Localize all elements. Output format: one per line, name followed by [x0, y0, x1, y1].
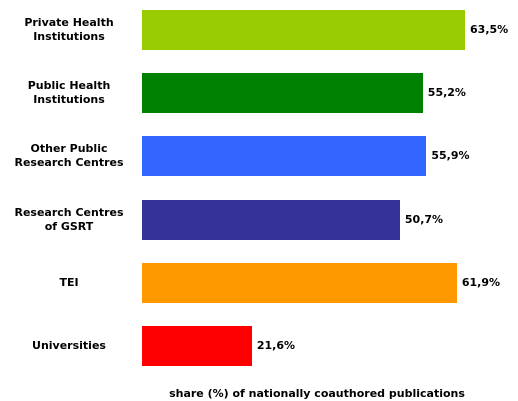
category-label: Public Health Institutions [27, 79, 111, 107]
category-label: TEI [59, 275, 79, 289]
bar [142, 262, 457, 303]
category-label: Private Health Institutions [24, 16, 114, 43]
value-label: 55,2% [427, 86, 466, 100]
value-label: 50,7% [404, 212, 444, 226]
value-label: 63,5% [470, 23, 509, 36]
value-label: 61,9% [461, 275, 501, 289]
bar [142, 73, 423, 114]
bar [142, 136, 427, 177]
value-label: 21,6% [256, 339, 296, 352]
value-label: 55,9% [431, 149, 470, 163]
bar [142, 326, 252, 366]
category-label: Research Centres of GSRT [14, 205, 124, 233]
bar [142, 10, 466, 50]
category-label: Universities [32, 339, 106, 352]
category-label: Other Public Research Centres [14, 142, 124, 170]
axis-title: share (%) of nationally coauthored publi… [169, 387, 465, 400]
bar [142, 199, 400, 240]
